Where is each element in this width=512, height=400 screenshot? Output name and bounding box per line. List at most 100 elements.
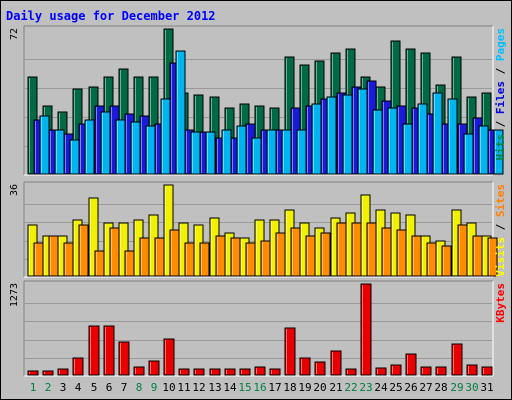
bar-pages-day-8 <box>145 125 156 175</box>
y-axis-max-label: 72 <box>9 28 20 40</box>
bar-kbytes-day-24 <box>375 367 387 376</box>
bar-sites-day-12 <box>199 242 210 277</box>
bar-pages-day-20 <box>326 96 337 175</box>
x-tick-label: 7 <box>121 381 128 394</box>
bar-kbytes-day-22 <box>345 368 357 376</box>
bar-sites-day-2 <box>48 235 59 277</box>
bar-sites-day-22 <box>351 222 362 277</box>
x-tick-label: 22 <box>344 381 357 394</box>
x-axis-labels: 1 2 3 4 5 6 7 8 9 10 11 12 13 14 15 16 17 18 19 20 21 22 23 24 2… <box>30 381 494 394</box>
bar-kbytes-day-5 <box>88 325 100 376</box>
bar-sites-day-10 <box>169 229 180 277</box>
bar-pages-day-26 <box>417 103 428 175</box>
bar-sites-day-5 <box>94 250 105 277</box>
bar-kbytes-day-20 <box>314 361 326 376</box>
bar-kbytes-day-21 <box>330 350 342 376</box>
x-tick-label: 28 <box>434 381 447 394</box>
bar-pages-day-31 <box>493 129 504 175</box>
x-tick-label: 10 <box>162 381 175 394</box>
bar-kbytes-day-13 <box>209 368 221 376</box>
y-axis-max-label: 36 <box>9 184 20 196</box>
bar-kbytes-day-8 <box>133 366 145 376</box>
bar-pages-day-19 <box>311 103 322 175</box>
bar-sites-day-28 <box>441 245 452 277</box>
legend-hits: Hits <box>494 134 507 161</box>
panel-kbytes-legend: KBytes <box>494 283 507 323</box>
y-axis-max-label: 1273 <box>9 283 20 307</box>
bar-kbytes-day-16 <box>254 366 266 376</box>
bar-kbytes-day-2 <box>42 370 54 376</box>
bar-sites-day-6 <box>109 227 120 277</box>
x-tick-label: 14 <box>223 381 237 394</box>
x-tick-label: 11 <box>177 381 190 394</box>
bar-sites-day-9 <box>154 237 165 277</box>
x-tick-label: 26 <box>404 381 417 394</box>
bar-pages-day-25 <box>402 123 413 175</box>
bar-visits-day-5 <box>88 197 99 277</box>
bar-pages-day-28 <box>447 98 458 175</box>
bar-sites-day-11 <box>184 242 195 277</box>
bar-kbytes-day-6 <box>103 325 115 376</box>
bar-sites-day-7 <box>124 250 135 277</box>
bar-kbytes-day-15 <box>239 368 251 376</box>
bar-kbytes-day-25 <box>390 364 402 376</box>
bar-pages-day-21 <box>342 94 353 175</box>
x-tick-label: 16 <box>253 381 266 394</box>
bar-kbytes-day-23 <box>360 283 372 376</box>
legend-visits: Visits <box>494 237 507 277</box>
bar-kbytes-day-19 <box>299 357 311 376</box>
bar-pages-day-17 <box>281 129 292 175</box>
bar-kbytes-day-4 <box>72 357 84 376</box>
bar-sites-day-21 <box>336 222 347 277</box>
bar-sites-day-25 <box>396 229 407 277</box>
x-tick-label: 6 <box>106 381 113 394</box>
bar-sites-day-19 <box>305 235 316 277</box>
bar-sites-day-14 <box>230 237 241 277</box>
x-tick-label: 31 <box>480 381 493 394</box>
legend-separator: / <box>494 61 507 81</box>
bar-sites-day-27 <box>426 242 437 277</box>
bar-pages-day-5 <box>100 111 111 175</box>
bar-pages-day-24 <box>387 107 398 175</box>
x-tick-label: 25 <box>389 381 402 394</box>
bar-kbytes-day-27 <box>420 366 432 376</box>
bar-pages-day-14 <box>236 125 247 175</box>
panel-visits: 36 Visits / Sites <box>9 181 507 278</box>
legend-pages: Pages <box>494 28 507 61</box>
panel-hits-legend: Hits / Files / Pages <box>494 28 507 161</box>
bar-pages-day-7 <box>130 121 141 175</box>
x-tick-label: 4 <box>75 381 82 394</box>
legend-separator: / <box>494 114 507 134</box>
x-tick-label: 8 <box>136 381 143 394</box>
bar-kbytes-day-9 <box>148 360 160 376</box>
bar-sites-day-29 <box>457 224 468 277</box>
panel-kbytes: 1273 KBytes <box>9 280 507 377</box>
bar-pages-day-6 <box>115 119 126 175</box>
bar-pages-day-29 <box>463 133 474 175</box>
bar-pages-day-30 <box>478 125 489 175</box>
panel-visits-legend: Visits / Sites <box>494 184 507 277</box>
bar-pages-day-22 <box>357 88 368 175</box>
legend-sites: Sites <box>494 184 507 217</box>
bar-sites-day-4 <box>78 224 89 277</box>
bar-kbytes-day-1 <box>27 370 39 376</box>
bar-sites-day-15 <box>245 242 256 277</box>
bar-pages-day-2 <box>54 129 65 175</box>
bar-sites-day-31 <box>487 237 498 277</box>
x-tick-label: 18 <box>283 381 296 394</box>
bar-pages-day-3 <box>69 139 80 175</box>
bar-kbytes-day-28 <box>435 366 447 376</box>
x-tick-label: 12 <box>192 381 205 394</box>
legend-kbytes: KBytes <box>494 283 507 323</box>
bar-kbytes-day-7 <box>118 341 130 376</box>
bar-pages-day-10 <box>175 50 186 175</box>
x-tick-label: 17 <box>268 381 281 394</box>
bar-sites-day-24 <box>381 227 392 277</box>
x-tick-label: 15 <box>238 381 251 394</box>
bar-kbytes-day-31 <box>481 366 493 376</box>
x-tick-label: 13 <box>208 381 221 394</box>
bar-pages-day-1 <box>39 115 50 175</box>
x-tick-label: 21 <box>329 381 342 394</box>
x-tick-label: 27 <box>419 381 432 394</box>
